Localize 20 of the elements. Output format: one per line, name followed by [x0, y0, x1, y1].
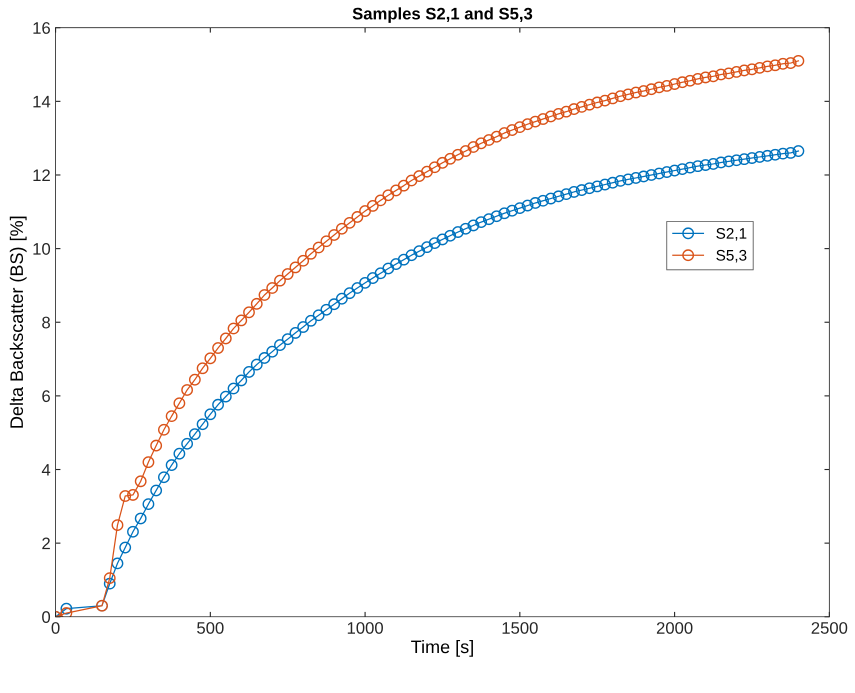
x-tick-label: 1000: [348, 622, 383, 634]
x-tick-label: 2500: [812, 622, 848, 634]
y-tick-label: 0: [42, 611, 50, 623]
x-tick-label: 1500: [502, 622, 538, 634]
legend-label: S2,1: [716, 228, 746, 241]
legend-label: S5,3: [716, 250, 746, 263]
x-tick-label: 2000: [656, 622, 692, 634]
y-tick-label: 14: [33, 96, 50, 108]
x-axis-title: Time [s]: [411, 640, 473, 657]
y-tick-label: 10: [33, 243, 50, 255]
y-axis-title: Delta Backscatter (BS) [%]: [10, 216, 27, 428]
y-tick-label: 8: [42, 316, 50, 328]
y-tick-label: 4: [42, 464, 50, 476]
y-tick-label: 6: [42, 390, 50, 402]
x-tick-label: 0: [52, 622, 60, 634]
x-tick-label: 500: [197, 622, 224, 634]
chart-title: Samples S2,1 and S5,3: [352, 7, 532, 23]
y-tick-label: 12: [33, 169, 50, 182]
y-tick-label: 2: [42, 538, 50, 550]
y-tick-label: 16: [33, 22, 50, 34]
